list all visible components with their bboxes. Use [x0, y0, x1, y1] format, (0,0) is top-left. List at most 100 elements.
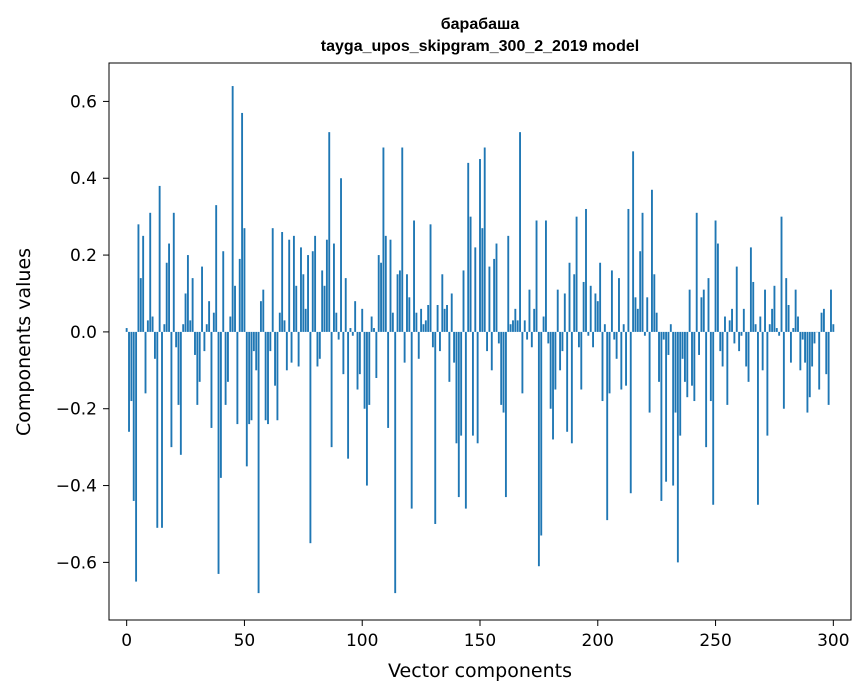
- bar-36: [210, 331, 213, 428]
- bar-262: [742, 308, 745, 332]
- bar-228: [662, 331, 665, 340]
- bar-35: [208, 301, 211, 332]
- bar-205: [608, 331, 611, 394]
- bar-94: [347, 331, 350, 459]
- bar-70: [290, 331, 293, 363]
- bar-192: [577, 331, 580, 348]
- bar-88: [333, 243, 335, 332]
- bar-65: [278, 312, 281, 332]
- bar-31: [198, 331, 201, 382]
- bar-168: [521, 331, 524, 394]
- bar-105: [373, 328, 375, 332]
- chart-title: барабаша: [441, 16, 520, 33]
- bar-233: [674, 331, 677, 413]
- bar-1: [128, 331, 130, 432]
- bar-110: [384, 235, 387, 332]
- bar-222: [648, 331, 651, 413]
- bar-287: [801, 331, 804, 340]
- bar-67: [283, 320, 286, 332]
- bar-10: [149, 212, 152, 332]
- bar-231: [669, 324, 672, 332]
- bar-291: [811, 331, 814, 367]
- bar-56: [257, 331, 260, 594]
- bar-216: [634, 297, 637, 332]
- bar-256: [728, 320, 731, 332]
- bar-235: [679, 331, 682, 436]
- bar-223: [651, 189, 653, 332]
- bar-259: [735, 266, 738, 332]
- bar-117: [401, 147, 404, 332]
- bar-17: [165, 262, 168, 332]
- bar-3: [132, 331, 135, 501]
- bar-144: [464, 331, 467, 509]
- bar-161: [504, 331, 507, 498]
- bar-5: [137, 224, 140, 332]
- bar-97: [354, 301, 357, 332]
- bar-152: [483, 147, 486, 332]
- bar-49: [241, 112, 244, 332]
- bar-103: [368, 331, 371, 405]
- x-axis-label: Vector components: [388, 660, 572, 682]
- bar-26: [186, 255, 189, 332]
- bar-248: [709, 331, 712, 402]
- bar-60: [267, 331, 269, 425]
- bar-250: [714, 220, 717, 332]
- bar-22: [177, 331, 180, 405]
- bar-191: [575, 216, 578, 332]
- x-tick-label-200: 200: [582, 631, 614, 651]
- bar-288: [804, 331, 806, 363]
- x-tick-label-0: 0: [121, 631, 132, 651]
- bar-37: [212, 312, 215, 332]
- bar-113: [391, 312, 394, 332]
- bar-23: [179, 331, 182, 455]
- bar-104: [370, 316, 373, 332]
- bar-79: [311, 251, 314, 332]
- bar-155: [490, 331, 493, 371]
- bar-48: [238, 258, 241, 332]
- bar-39: [217, 331, 220, 574]
- bar-292: [813, 331, 816, 344]
- bar-109: [382, 147, 385, 332]
- bar-180: [549, 331, 552, 409]
- bar-14: [158, 185, 161, 332]
- bar-187: [566, 331, 569, 432]
- bar-286: [799, 331, 802, 371]
- bar-114: [394, 331, 397, 594]
- bar-28: [191, 278, 194, 332]
- bar-86: [328, 132, 331, 332]
- bar-146: [469, 216, 472, 332]
- bar-156: [493, 258, 496, 332]
- bar-72: [295, 285, 298, 332]
- bar-201: [599, 262, 602, 332]
- bar-6: [139, 278, 142, 332]
- bar-43: [227, 331, 229, 382]
- y-tick-label-6: 0.6: [70, 92, 97, 112]
- bar-181: [552, 331, 554, 440]
- bar-210: [620, 331, 623, 390]
- bar-40: [219, 331, 222, 478]
- bar-69: [288, 239, 291, 332]
- bar-176: [540, 331, 543, 536]
- bar-209: [618, 278, 620, 332]
- bar-165: [514, 308, 517, 332]
- bar-190: [573, 274, 576, 332]
- bar-183: [556, 289, 559, 332]
- bar-89: [335, 312, 338, 332]
- bar-213: [627, 208, 630, 332]
- bar-4: [135, 331, 138, 582]
- bar-77: [307, 255, 309, 332]
- bar-221: [646, 297, 649, 332]
- bar-212: [625, 331, 627, 386]
- bar-19: [170, 331, 173, 448]
- bar-247: [707, 278, 710, 332]
- bar-141: [457, 331, 460, 498]
- bar-59: [264, 331, 267, 421]
- bar-238: [686, 331, 689, 398]
- y-tick-label-0: −0.6: [56, 553, 97, 573]
- bar-148: [474, 247, 477, 332]
- bar-9: [146, 320, 149, 332]
- bar-147: [471, 331, 474, 436]
- bar-33: [203, 331, 206, 352]
